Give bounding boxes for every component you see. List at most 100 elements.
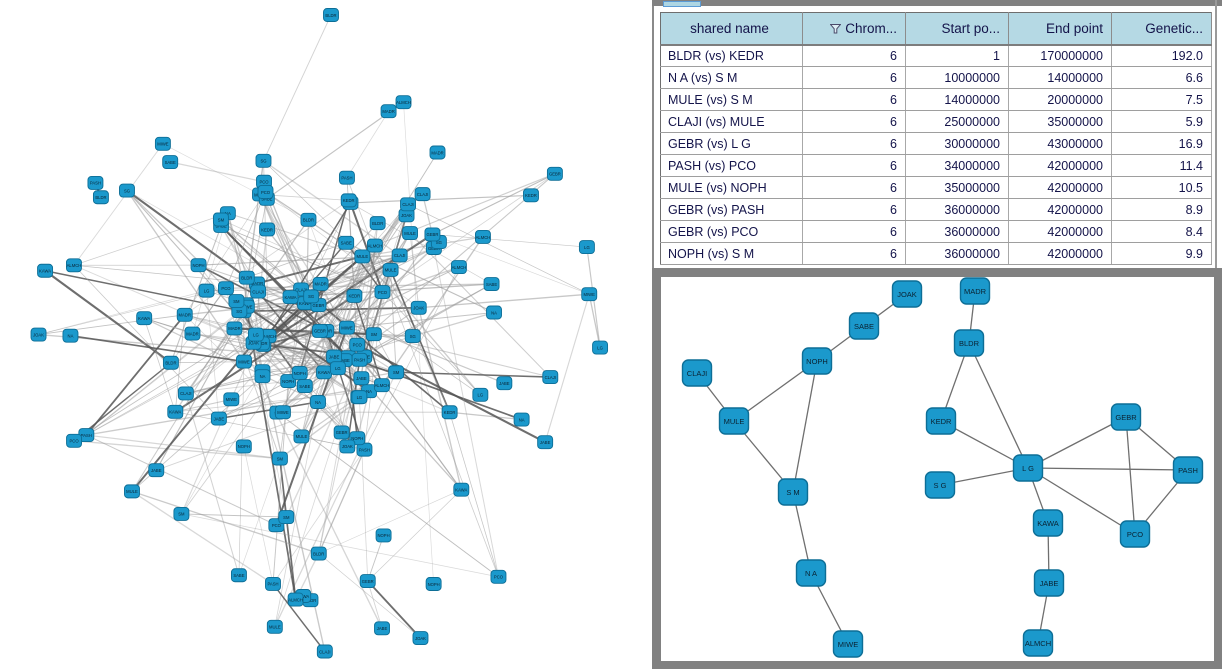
- node-shape[interactable]: [274, 405, 291, 420]
- node-shape[interactable]: [226, 321, 243, 336]
- node-shape[interactable]: [280, 374, 297, 389]
- table-cell[interactable]: GEBR (vs) PCO: [660, 220, 803, 243]
- node-shape[interactable]: [291, 366, 308, 380]
- network-node-claji[interactable]: CLAJI: [681, 359, 713, 387]
- table-cell[interactable]: 36000000: [905, 198, 1009, 221]
- table-cell[interactable]: MULE (vs) S M: [660, 88, 803, 111]
- node-shape[interactable]: [162, 155, 179, 169]
- network-node[interactable]: KEDR: [523, 188, 539, 203]
- column-header-start-po[interactable]: Start po...: [905, 12, 1009, 46]
- table-cell[interactable]: 6: [802, 44, 906, 67]
- node-shape[interactable]: [546, 166, 563, 181]
- table-cell[interactable]: 8.4: [1111, 220, 1212, 243]
- node-shape[interactable]: [177, 386, 194, 401]
- column-header-end-point[interactable]: End point: [1008, 12, 1112, 46]
- node-shape[interactable]: [365, 327, 382, 342]
- table-cell[interactable]: 42000000: [1008, 220, 1112, 243]
- network-node[interactable]: LG: [329, 361, 346, 376]
- table-cell[interactable]: 35000000: [905, 176, 1009, 199]
- network-node[interactable]: JABE: [496, 376, 513, 391]
- network-node-bldr[interactable]: BLDR: [953, 329, 985, 357]
- table-cell[interactable]: BLDR (vs) KEDR: [660, 44, 803, 67]
- table-cell[interactable]: 6: [802, 132, 906, 155]
- network-node[interactable]: PCO: [257, 185, 274, 199]
- network-node[interactable]: PCO: [218, 281, 234, 296]
- node-shape[interactable]: [366, 238, 383, 253]
- node-shape[interactable]: [62, 328, 79, 343]
- table-cell[interactable]: 6: [802, 88, 906, 111]
- network-node[interactable]: LG: [247, 327, 264, 342]
- table-cell[interactable]: 42000000: [1008, 154, 1112, 177]
- network-node-jabe[interactable]: JABE: [1033, 569, 1065, 597]
- network-node[interactable]: JABE: [210, 411, 227, 426]
- node-shape[interactable]: [236, 354, 252, 369]
- node-shape[interactable]: [271, 451, 288, 466]
- network-node-l-g[interactable]: L G: [1012, 454, 1044, 482]
- node-shape[interactable]: [1022, 629, 1054, 657]
- node-shape[interactable]: [340, 193, 357, 208]
- node-shape[interactable]: [300, 212, 317, 227]
- network-node[interactable]: SM: [365, 327, 382, 342]
- node-shape[interactable]: [1012, 454, 1044, 482]
- node-shape[interactable]: [333, 425, 350, 440]
- network-node-pash[interactable]: PASH: [1172, 456, 1204, 484]
- network-node[interactable]: NA: [310, 395, 326, 409]
- column-header-shared-name[interactable]: shared name: [660, 12, 803, 46]
- node-shape[interactable]: [795, 559, 827, 587]
- network-node[interactable]: NOPH: [375, 528, 392, 543]
- network-node[interactable]: SG: [119, 183, 135, 198]
- node-shape[interactable]: [162, 355, 179, 370]
- network-node[interactable]: MIWE: [581, 287, 598, 302]
- network-node[interactable]: PASH: [87, 175, 104, 190]
- table-cell[interactable]: 6: [802, 176, 906, 199]
- node-shape[interactable]: [66, 433, 82, 448]
- node-shape[interactable]: [391, 248, 408, 263]
- node-shape[interactable]: [218, 281, 234, 296]
- table-cell[interactable]: 10.5: [1111, 176, 1212, 199]
- network-node[interactable]: NA: [486, 305, 502, 320]
- network-node[interactable]: MADR: [312, 276, 329, 291]
- node-shape[interactable]: [523, 188, 539, 203]
- table-cell[interactable]: GEBR (vs) PASH: [660, 198, 803, 221]
- network-node[interactable]: MADR: [226, 321, 243, 336]
- node-shape[interactable]: [486, 305, 502, 320]
- table-cell[interactable]: 7.5: [1111, 88, 1212, 111]
- node-shape[interactable]: [848, 312, 880, 340]
- node-shape[interactable]: [374, 621, 390, 636]
- network-node-joak[interactable]: JOAK: [891, 280, 923, 308]
- network-node[interactable]: MIWE: [274, 405, 291, 420]
- table-row[interactable]: GEBR (vs) PCO 6 36000000 42000000 8.4: [660, 220, 1212, 243]
- network-node[interactable]: KAWA: [316, 365, 332, 380]
- node-shape[interactable]: [254, 369, 271, 384]
- node-shape[interactable]: [282, 290, 299, 304]
- node-shape[interactable]: [346, 288, 363, 303]
- overview-network-canvas[interactable]: BLDRKEDRMULENOPHSABEJOAKCLAJIGEBRPASHPCO…: [0, 0, 652, 669]
- network-node[interactable]: SG: [404, 329, 421, 344]
- node-shape[interactable]: [247, 327, 264, 342]
- node-shape[interactable]: [425, 577, 442, 591]
- table-cell[interactable]: 25000000: [905, 110, 1009, 133]
- node-shape[interactable]: [359, 574, 376, 588]
- table-cell[interactable]: N A (vs) S M: [660, 66, 803, 89]
- network-node[interactable]: BLDR: [369, 216, 386, 231]
- node-shape[interactable]: [37, 263, 54, 278]
- network-node[interactable]: ALMCH: [450, 260, 467, 274]
- network-node[interactable]: JABE: [537, 435, 554, 450]
- node-shape[interactable]: [312, 323, 328, 338]
- table-row[interactable]: N A (vs) S M 6 10000000 14000000 6.6: [660, 66, 1212, 89]
- network-node[interactable]: KEDR: [441, 405, 458, 420]
- table-row[interactable]: BLDR (vs) KEDR 6 1 170000000 192.0: [660, 44, 1212, 67]
- network-node[interactable]: MULE: [382, 262, 399, 277]
- node-shape[interactable]: [167, 404, 184, 419]
- network-node[interactable]: MULE: [354, 249, 371, 264]
- network-node[interactable]: MULE: [402, 226, 419, 240]
- network-node[interactable]: LG: [472, 387, 489, 402]
- network-node-kedr[interactable]: KEDR: [925, 407, 957, 435]
- node-shape[interactable]: [338, 320, 355, 335]
- table-cell[interactable]: NOPH (vs) S M: [660, 242, 803, 265]
- table-row[interactable]: GEBR (vs) PASH 6 36000000 42000000 8.9: [660, 198, 1212, 221]
- network-node[interactable]: PCO: [374, 285, 391, 299]
- node-shape[interactable]: [235, 439, 252, 454]
- network-edge-l-g-pash[interactable]: [1027, 467, 1189, 471]
- table-cell[interactable]: PASH (vs) PCO: [660, 154, 803, 177]
